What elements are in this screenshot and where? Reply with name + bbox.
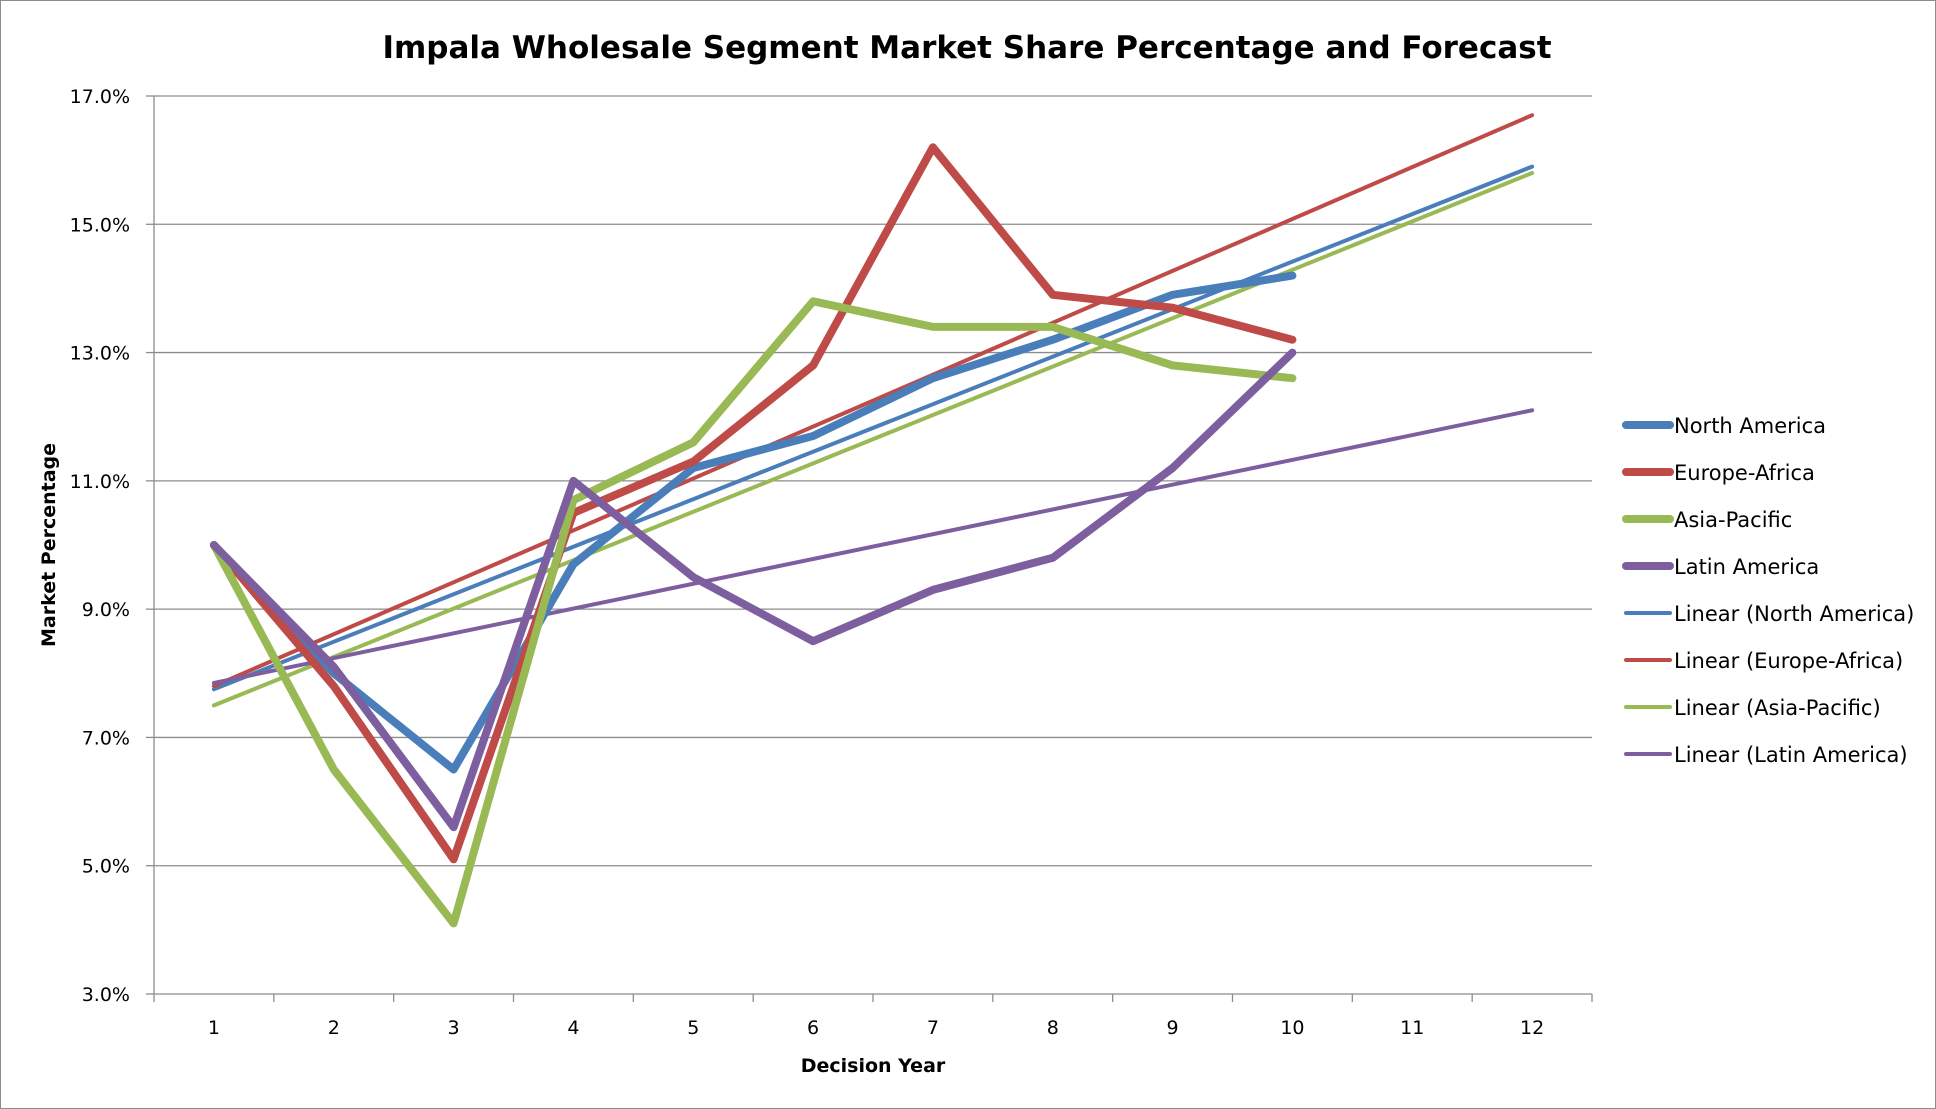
- x-tick-label: 6: [807, 1017, 819, 1039]
- x-tick-labels: 1 2 3 4 5 6 7 8 9 10 11 12: [208, 1017, 1544, 1039]
- y-tick-label: 3.0%: [82, 984, 130, 1006]
- y-tick-label: 17.0%: [70, 86, 130, 108]
- legend-item-linear-latin-america: Linear (Latin America): [1624, 743, 1908, 767]
- y-tick-label: 15.0%: [70, 214, 130, 236]
- series-line-linear-asia-pacific: [211, 171, 1535, 708]
- axes: [146, 95, 1593, 1002]
- x-axis-title: Decision Year: [801, 1055, 946, 1077]
- legend-item-asia-pacific: Asia-Pacific: [1622, 508, 1792, 532]
- x-tick-label: 4: [567, 1017, 579, 1039]
- legend-label: North America: [1674, 414, 1826, 438]
- x-tick-label: 1: [208, 1017, 220, 1039]
- series-line-linear-latin-america: [211, 408, 1535, 685]
- x-tick-label: 5: [687, 1017, 699, 1039]
- legend: North America Europe-Africa Asia-Pacific La…: [1622, 414, 1914, 767]
- x-tick-label: 11: [1400, 1017, 1424, 1039]
- x-tick-label: 2: [328, 1017, 340, 1039]
- legend-label: Europe-Africa: [1674, 461, 1815, 485]
- legend-label: Latin America: [1674, 555, 1819, 579]
- y-tick-labels: 3.0% 5.0% 7.0% 9.0% 11.0% 13.0% 15.0% 17.0%: [70, 86, 130, 1006]
- legend-item-north-america: North America: [1622, 414, 1826, 438]
- series-line-linear-europe-africa: [211, 113, 1535, 689]
- y-tick-label: 13.0%: [70, 343, 130, 365]
- y-tick-label: 11.0%: [70, 471, 130, 493]
- x-tick-label: 7: [927, 1017, 939, 1039]
- x-tick-label: 9: [1167, 1017, 1179, 1039]
- chart-title: Impala Wholesale Segment Market Share Pe…: [382, 30, 1551, 66]
- legend-label: Linear (Europe-Africa): [1674, 649, 1903, 673]
- gridlines: [154, 95, 1592, 867]
- legend-label: Asia-Pacific: [1674, 508, 1792, 532]
- legend-label: Linear (Latin America): [1674, 743, 1908, 767]
- x-tick-label: 8: [1047, 1017, 1059, 1039]
- y-axis-title: Market Percentage: [38, 443, 60, 647]
- y-tick-label: 9.0%: [82, 599, 130, 621]
- y-tick-label: 5.0%: [82, 856, 130, 878]
- legend-label: Linear (North America): [1674, 602, 1914, 626]
- x-tick-label: 12: [1520, 1017, 1544, 1039]
- series-line-linear-north-america: [211, 164, 1535, 692]
- series-line-latin-america: [209, 348, 1297, 832]
- series-line-europe-africa: [209, 143, 1297, 864]
- legend-item-europe-africa: Europe-Africa: [1622, 461, 1815, 485]
- x-tick-label: 3: [448, 1017, 460, 1039]
- y-tick-label: 7.0%: [82, 727, 130, 749]
- x-tick-label: 10: [1280, 1017, 1304, 1039]
- legend-item-linear-europe-africa: Linear (Europe-Africa): [1624, 649, 1903, 673]
- legend-item-linear-asia-pacific: Linear (Asia-Pacific): [1624, 696, 1881, 720]
- legend-label: Linear (Asia-Pacific): [1674, 696, 1881, 720]
- series-lines: [209, 113, 1535, 928]
- series-line-north-america: [209, 271, 1297, 774]
- series-line-asia-pacific: [209, 297, 1297, 928]
- legend-item-linear-north-america: Linear (North America): [1624, 602, 1914, 626]
- legend-item-latin-america: Latin America: [1622, 555, 1819, 579]
